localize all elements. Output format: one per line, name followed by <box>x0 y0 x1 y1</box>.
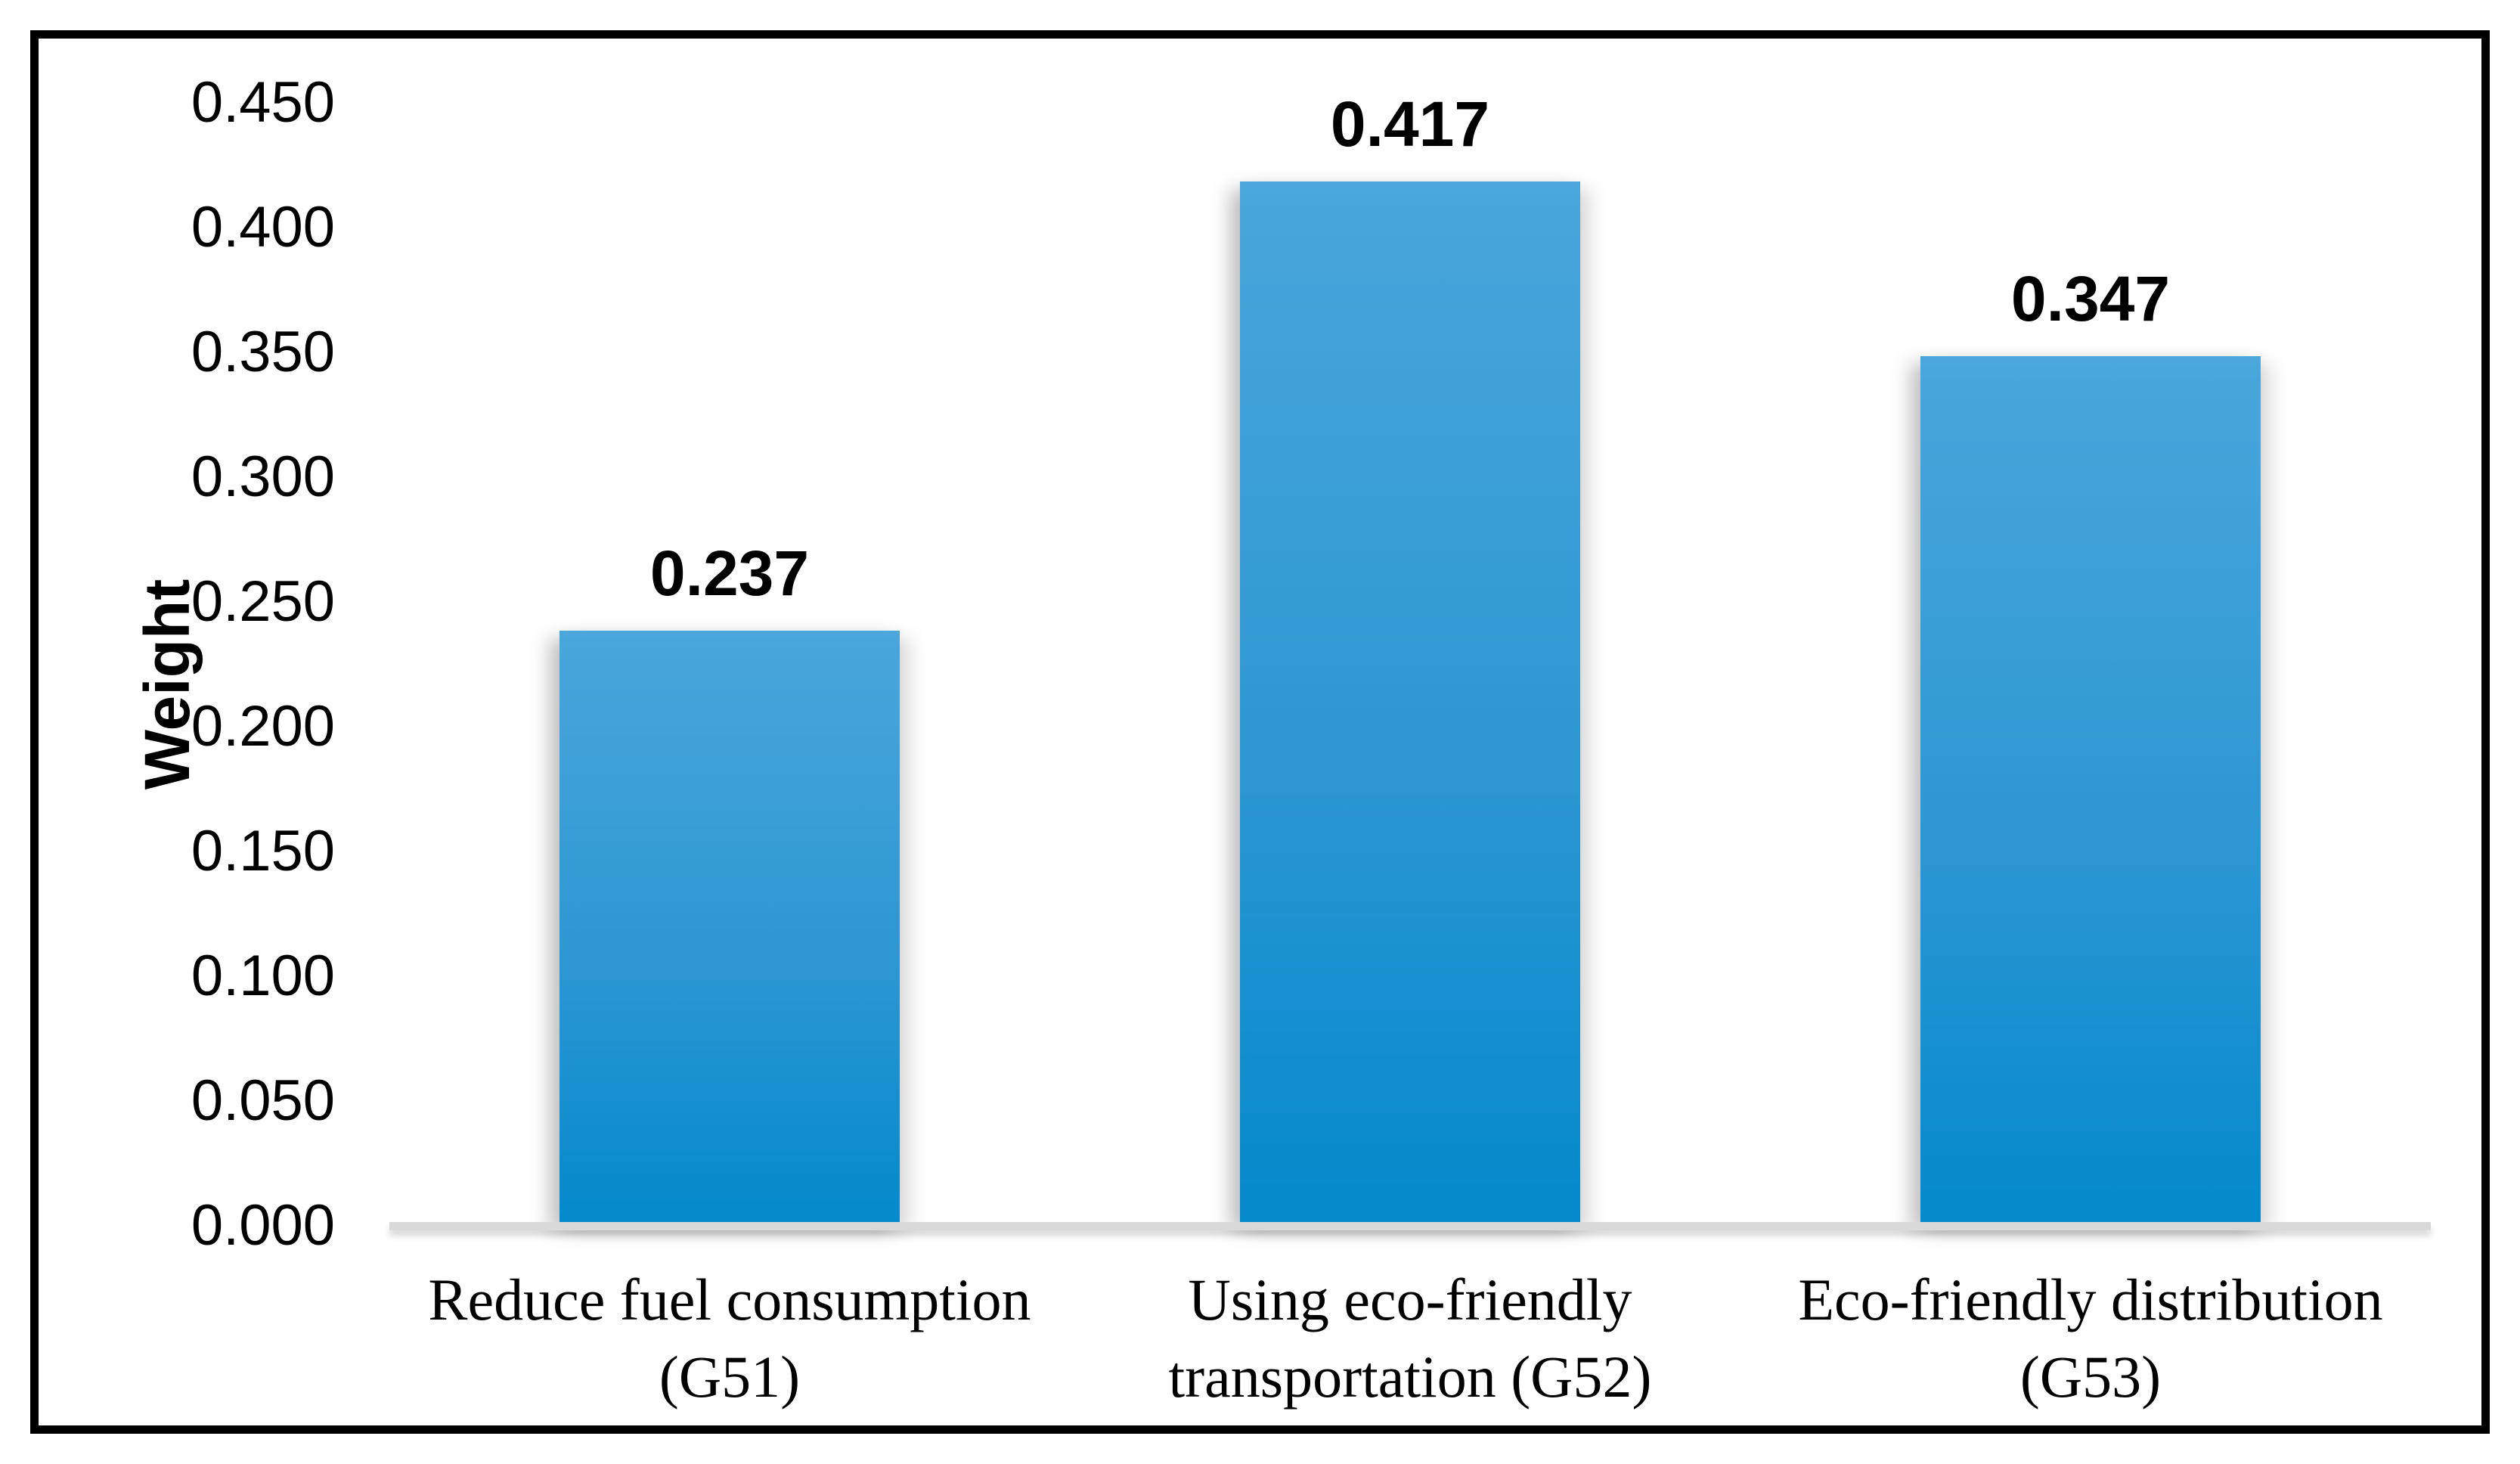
category-label-line: Reduce fuel consumption <box>428 1267 1031 1332</box>
chart-frame: Weight 0.450 0.400 0.350 0.300 0.250 0.200 0.1… <box>30 30 2490 1434</box>
x-axis-line <box>389 1222 2431 1230</box>
bar <box>1920 355 2261 1222</box>
y-tick-label: 0.250 <box>191 569 335 634</box>
bar <box>1240 181 1580 1222</box>
y-tick-label: 0.100 <box>191 944 335 1008</box>
bar-value-label: 0.347 <box>2010 262 2171 334</box>
y-tick-label: 0.400 <box>191 195 335 259</box>
category-label: Reduce fuel consumption (G51) <box>389 1261 1070 1416</box>
bar-value-label: 0.417 <box>1330 88 1490 160</box>
y-tick-label: 0.300 <box>191 445 335 509</box>
y-tick-label: 0.150 <box>191 819 335 883</box>
bar <box>559 630 900 1222</box>
y-tick-label: 0.450 <box>191 70 335 135</box>
category-label-line: (G51) <box>659 1344 801 1410</box>
bar-value-label: 0.237 <box>649 537 810 609</box>
category-label-line: Using eco-friendly <box>1188 1267 1632 1332</box>
y-tick-label: 0.000 <box>191 1193 335 1258</box>
category-label-line: transportation (G52) <box>1168 1344 1652 1410</box>
category-label: Eco-friendly distribution (G53) <box>1750 1261 2431 1416</box>
y-tick-label: 0.200 <box>191 694 335 758</box>
y-tick-label: 0.050 <box>191 1069 335 1133</box>
y-tick-label: 0.350 <box>191 320 335 384</box>
category-label-line: Eco-friendly distribution <box>1798 1267 2383 1332</box>
category-label-line: (G53) <box>2019 1344 2162 1410</box>
category-label: Using eco-friendly transportation (G52) <box>1070 1261 1750 1416</box>
